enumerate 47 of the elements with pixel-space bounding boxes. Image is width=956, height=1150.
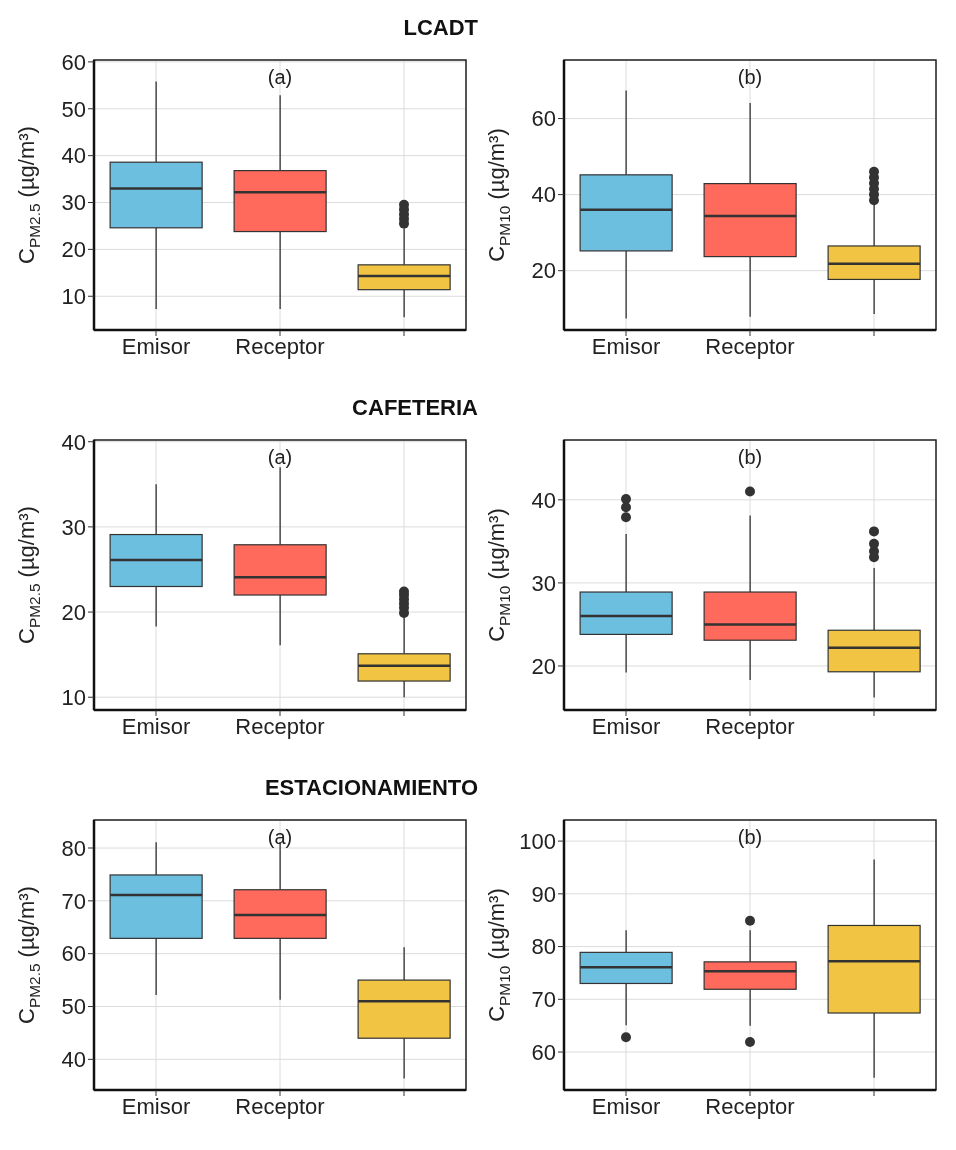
x-tick-label: Emisor — [121, 713, 191, 739]
annotation: (b) — [737, 826, 763, 848]
x-tick-label: Receptor — [235, 713, 325, 739]
x-tick-label: Receptor — [705, 713, 795, 739]
y-tick-label: 20 — [531, 653, 556, 679]
y-tick-label: 50 — [61, 96, 86, 122]
chart-title: CAFETERIA — [351, 394, 478, 422]
y-tick-label: 40 — [531, 487, 556, 513]
y-tick-label: 70 — [61, 888, 86, 914]
x-tick-label: Receptor — [235, 333, 325, 359]
annotation: (a) — [267, 826, 293, 848]
y-tick-label: 30 — [531, 570, 556, 596]
y-tick-label: 40 — [531, 182, 556, 208]
x-tick-label: Receptor — [235, 1093, 325, 1119]
y-tick-label: 40 — [61, 1047, 86, 1073]
y-tick-label: 30 — [61, 514, 86, 540]
y-tick-label: 40 — [61, 143, 86, 169]
annotation: (a) — [267, 446, 293, 468]
annotation: (a) — [267, 66, 293, 88]
y-tick-label: 100 — [519, 828, 556, 854]
x-tick-label: Emisor — [121, 1093, 191, 1119]
chart-title: LCADT — [402, 14, 478, 42]
y-tick-label: 60 — [531, 1039, 556, 1065]
y-tick-label: 60 — [61, 49, 86, 75]
x-tick-label: Receptor — [705, 333, 795, 359]
y-tick-label: 60 — [531, 106, 556, 132]
y-tick-label: 10 — [61, 685, 86, 711]
x-tick-label: Receptor — [705, 1093, 795, 1119]
y-tick-label: 20 — [531, 258, 556, 284]
y-tick-label: 70 — [531, 987, 556, 1013]
annotation: (b) — [737, 66, 763, 88]
y-tick-label: 20 — [61, 237, 86, 263]
y-tick-label: 60 — [61, 941, 86, 967]
x-tick-label: Emisor — [121, 333, 191, 359]
y-tick-label: 40 — [61, 429, 86, 455]
y-tick-label: 80 — [531, 934, 556, 960]
y-tick-label: 30 — [61, 190, 86, 216]
y-tick-label: 80 — [61, 835, 86, 861]
y-tick-label: 90 — [531, 881, 556, 907]
x-tick-label: Emisor — [591, 333, 661, 359]
y-tick-label: 10 — [61, 284, 86, 310]
annotation: (b) — [737, 446, 763, 468]
x-tick-label: Emisor — [591, 713, 661, 739]
y-tick-label: 20 — [61, 599, 86, 625]
x-tick-label: Emisor — [591, 1093, 661, 1119]
y-tick-label: 50 — [61, 994, 86, 1020]
chart-title: ESTACIONAMIENTO — [263, 774, 478, 802]
